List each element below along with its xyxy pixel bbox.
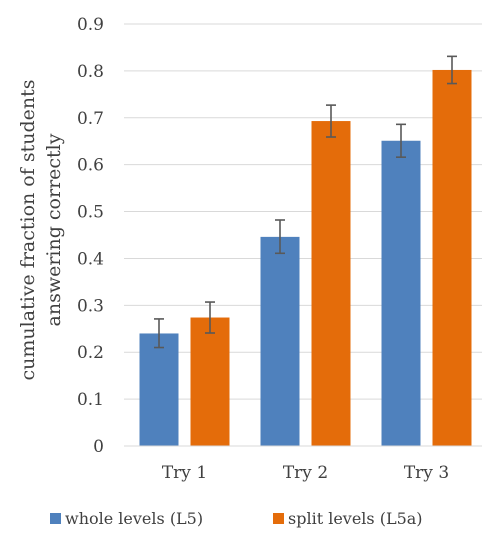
bar [139,333,179,446]
x-tick-label: Try 1 [162,463,207,483]
legend-label: whole levels (L5) [65,509,203,528]
y-tick-label: 0.9 [77,15,104,35]
bar [311,121,351,446]
bar [381,140,421,446]
y-axis-title-line-2: answering correctly [43,133,65,326]
bar [260,236,300,446]
y-tick-label: 0.3 [77,296,104,316]
bar [190,317,230,446]
gridlines [124,23,482,400]
x-tick-label: Try 3 [404,463,449,483]
y-axis-title-line-1: cumulative fraction of students [17,80,39,381]
legend-label: split levels (L5a) [288,509,423,528]
error-bars [154,55,457,349]
y-tick-labels: 0 0.1 0.2 0.3 0.4 0.5 0.6 0.7 0.8 0.9 [77,15,104,457]
x-tick-label: Try 2 [283,463,328,483]
legend: whole levels (L5) split levels (L5a) [50,509,423,528]
y-tick-label: 0.8 [77,62,104,82]
y-axis-title: cumulative fraction of students answerin… [17,80,65,381]
bar [432,69,472,446]
y-tick-label: 0.7 [77,109,104,129]
y-tick-label: 0.2 [77,343,104,363]
y-tick-label: 0.1 [77,390,104,410]
bars [139,69,472,446]
y-tick-label: 0.5 [77,203,104,223]
y-tick-label: 0.4 [77,249,104,269]
x-tick-labels: Try 1 Try 2 Try 3 [162,463,449,483]
y-tick-label: 0.6 [77,156,104,176]
legend-swatch [273,513,284,524]
y-tick-label: 0 [93,437,104,457]
legend-swatch [50,513,61,524]
